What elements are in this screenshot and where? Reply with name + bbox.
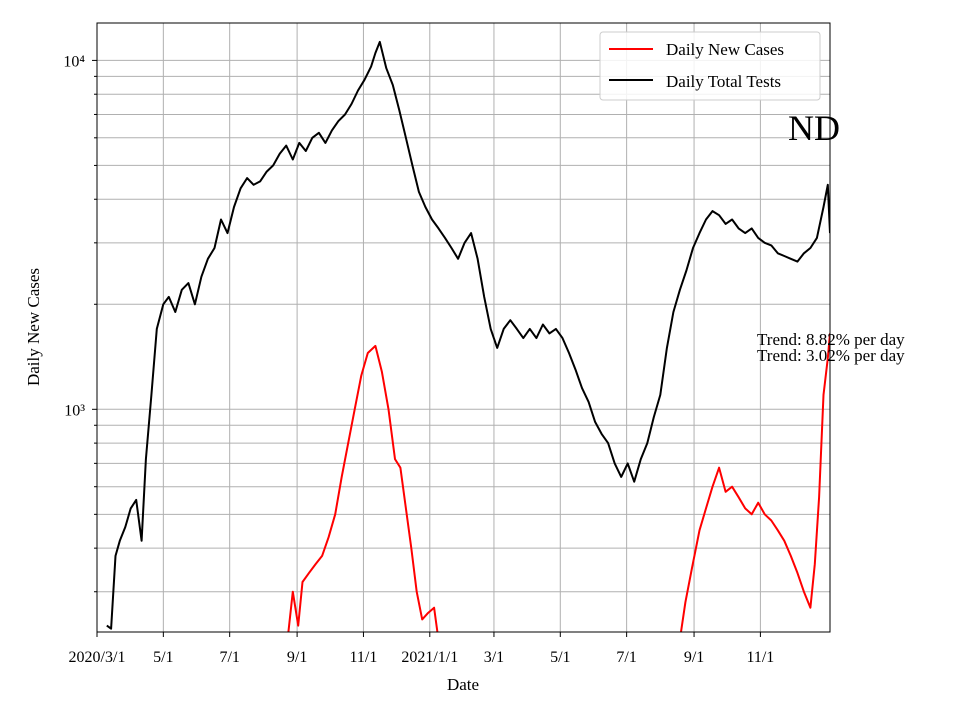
x-tick-label: 7/1 — [616, 649, 636, 666]
legend-box — [599, 31, 821, 101]
x-tick-label: 9/1 — [287, 649, 307, 666]
x-tick-label: 5/1 — [550, 649, 570, 666]
trend-annotation-2: Trend: 3.02% per day — [757, 346, 905, 365]
x-tick-label: 11/1 — [350, 649, 378, 666]
plot-frame — [96, 22, 831, 633]
y-tick-label: 10³ — [64, 402, 85, 419]
x-tick-label: 2021/1/1 — [401, 649, 458, 666]
y-axis-label: Daily New Cases — [24, 268, 43, 386]
y-tick-label: 10⁴ — [63, 53, 85, 70]
x-tick-label: 2020/3/1 — [69, 649, 126, 666]
series-layer — [106, 40, 830, 632]
x-tick-label: 9/1 — [684, 649, 704, 666]
series-line-daily-new-cases — [287, 333, 830, 632]
state-label: ND — [788, 108, 840, 148]
x-tick-label: 3/1 — [484, 649, 504, 666]
x-axis-label: Date — [447, 675, 479, 694]
legend-label-tests: Daily Total Tests — [666, 72, 781, 91]
x-tick-label: 7/1 — [219, 649, 239, 666]
ticks: 2020/3/1 5/1 7/1 9/1 11/1 2021/1/1 3/1 5/1 7/1 9/… — [63, 53, 774, 666]
legend-label-cases: Daily New Cases — [666, 40, 784, 59]
x-tick-label: 5/1 — [153, 649, 173, 666]
x-tick-label: 11/1 — [746, 649, 774, 666]
legend: Daily New Cases Daily Total Tests — [599, 31, 821, 101]
series-line-daily-total-tests — [106, 40, 830, 630]
trend-annotation-1: Trend: 8.82% per day — [757, 330, 905, 349]
